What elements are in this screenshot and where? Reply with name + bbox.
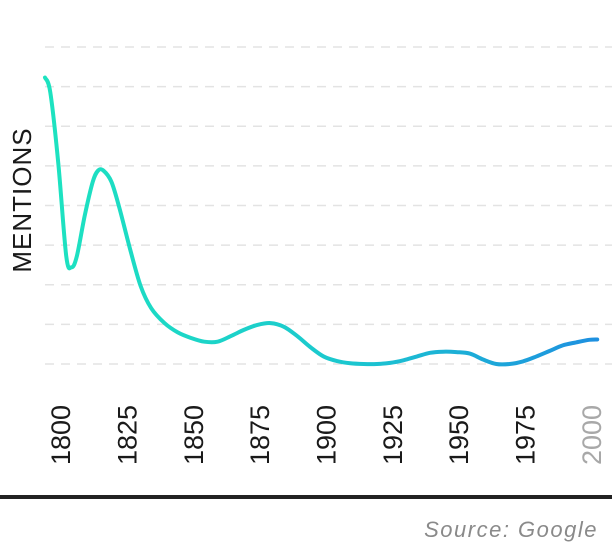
x-tick-label-1875: 1875: [245, 405, 275, 465]
source-note: Source: Google: [424, 517, 598, 542]
x-tick-label-1825: 1825: [112, 405, 142, 465]
x-tick-label-2000: 2000: [577, 405, 607, 465]
series-line-layer: [43, 75, 600, 367]
x-tick-label-1975: 1975: [511, 405, 541, 465]
x-tick-label-1900: 1900: [312, 405, 342, 465]
gridlines: [45, 46, 612, 365]
series-line-mentions: [43, 75, 600, 367]
x-tick-label-1800: 1800: [46, 405, 76, 465]
x-axis-ticks: 1800 1825 1850 1875 1900 1925 1950 1975 2000: [46, 405, 607, 465]
y-axis-title: MENTIONS: [7, 127, 37, 272]
x-tick-label-1925: 1925: [378, 405, 408, 465]
x-tick-label-1850: 1850: [179, 405, 209, 465]
x-tick-label-1950: 1950: [444, 405, 474, 465]
